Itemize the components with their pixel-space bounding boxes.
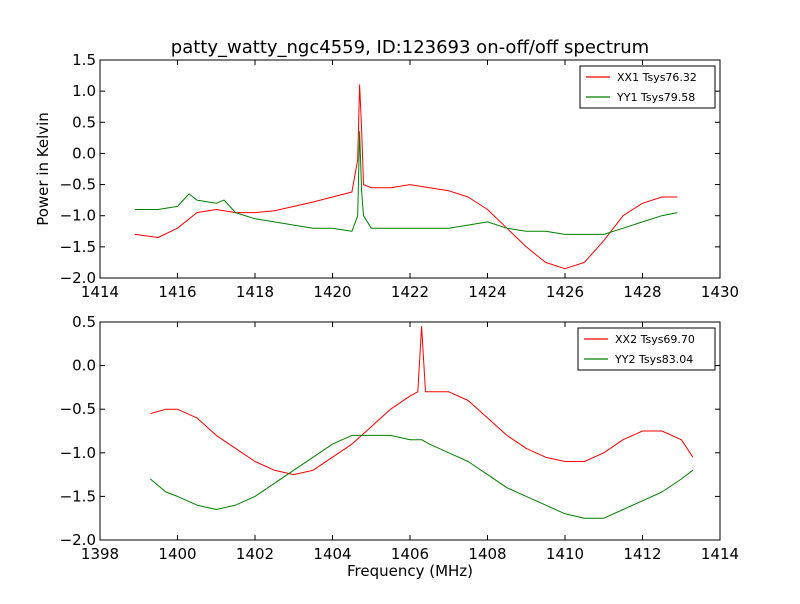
x-tick-label: 1406	[391, 545, 429, 563]
series-line	[150, 434, 694, 519]
legend-label: XX1 Tsys76.32	[617, 71, 697, 84]
x-tick-label: 1424	[468, 283, 506, 301]
x-tick-label: 1400	[158, 545, 196, 563]
y-tick-label: 0.0	[72, 357, 96, 375]
x-tick-label: 1402	[236, 545, 274, 563]
bottom-panel-ticks: 1398 1400 1402 1404 1406 1408 1410 1412 1414 −2.0…	[60, 313, 740, 563]
x-tick-label: 1408	[468, 545, 506, 563]
y-tick-label: −0.5	[60, 176, 96, 194]
top-panel-ticks: 1414 1416 1418 1420 1422 1424 1426 1428 1430 −2.0…	[60, 51, 740, 301]
top-panel-frame	[99, 59, 721, 279]
chart-title: patty_watty_ngc4559, ID:123693 on-off/of…	[171, 37, 649, 58]
x-tick-label: 1410	[546, 545, 584, 563]
legend-box	[577, 327, 716, 371]
y-tick-label: −1.5	[60, 238, 96, 256]
y-tick-label: 1.0	[72, 82, 96, 100]
bottom-panel-frame	[99, 321, 721, 541]
legend-label: YY1 Tsys79.58	[616, 91, 695, 104]
x-tick-label: 1428	[623, 283, 661, 301]
x-tick-label: 1426	[546, 283, 584, 301]
y-tick-label: −2.0	[60, 269, 96, 287]
y-tick-label: −1.0	[60, 444, 96, 462]
x-tick-label: 1430	[701, 283, 739, 301]
series-line	[134, 131, 678, 235]
bottom-panel-legend: XX2 Tsys69.70 YY2 Tsys83.04	[577, 327, 716, 371]
y-tick-label: 0.5	[72, 113, 96, 131]
y-axis-label: Power in Kelvin	[34, 112, 52, 226]
legend-label: YY2 Tsys83.04	[614, 353, 693, 366]
y-tick-label: 0.0	[72, 144, 96, 162]
legend-box	[579, 65, 716, 109]
x-axis-label: Frequency (MHz)	[347, 562, 473, 580]
x-tick-label: 1414	[81, 283, 119, 301]
top-panel-legend: XX1 Tsys76.32 YY1 Tsys79.58	[579, 65, 716, 109]
x-tick-label: 1416	[158, 283, 196, 301]
y-tick-label: −1.0	[60, 207, 96, 225]
x-tick-label: 1418	[236, 283, 274, 301]
x-tick-label: 1414	[701, 545, 739, 563]
legend-label: XX2 Tsys69.70	[615, 333, 695, 346]
y-tick-label: 1.5	[72, 51, 96, 69]
bottom-panel-series	[150, 325, 694, 519]
top-panel-series	[134, 84, 678, 270]
x-tick-label: 1422	[391, 283, 429, 301]
y-tick-label: 0.5	[72, 313, 96, 331]
x-tick-label: 1412	[623, 545, 661, 563]
bottom-panel: 1398 1400 1402 1404 1406 1408 1410 1412 1414 −2.0…	[60, 313, 740, 563]
series-line	[134, 84, 678, 270]
x-tick-label: 1398	[81, 545, 119, 563]
y-tick-label: −0.5	[60, 400, 96, 418]
x-tick-label: 1404	[313, 545, 351, 563]
x-tick-label: 1420	[313, 283, 351, 301]
series-line	[150, 325, 694, 476]
y-tick-label: −2.0	[60, 531, 96, 549]
top-panel: 1414 1416 1418 1420 1422 1424 1426 1428 1430 −2.0…	[60, 51, 740, 301]
y-tick-label: −1.5	[60, 487, 96, 505]
